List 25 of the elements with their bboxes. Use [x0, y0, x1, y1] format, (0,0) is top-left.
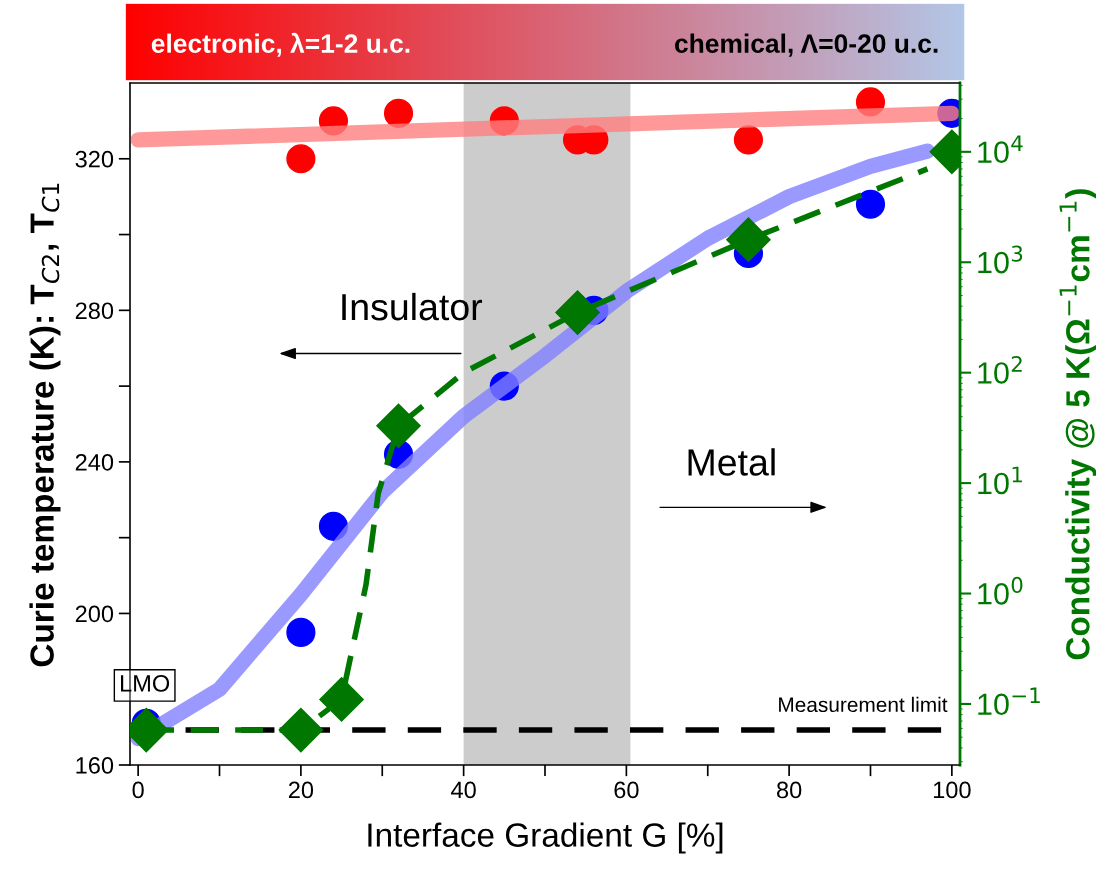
y2-tick-label: 10$^{3}$ — [978, 245, 1023, 274]
y2-tick-label: 10$^{4}$ — [978, 135, 1023, 163]
y-axis-title: Curie temperature (K): T$_{C2}$, T$_{C1}$ — [29, 183, 61, 667]
y2-axis-title: Conductivity @ 5 K(Ω$^{−1}$cm$^{−1}$) — [1059, 189, 1096, 660]
x-tick-label: 20 — [288, 781, 314, 799]
y-tick-label: 280 — [75, 302, 114, 320]
y2-tick-label: 10$^{2}$ — [978, 355, 1022, 384]
x-tick-label: 0 — [132, 781, 144, 799]
x-tick-label: 100 — [933, 781, 971, 799]
x-tick-label: 60 — [614, 781, 639, 799]
y2-tick-label: 10$^{−1}$ — [978, 687, 1040, 716]
y-tick-label: 240 — [75, 453, 114, 471]
y-tick-label: 320 — [75, 150, 114, 168]
x-tick-label: 80 — [777, 781, 802, 799]
text: electronic, λ=1-2 u.c. — [151, 32, 410, 57]
y-tick-label: 160 — [76, 757, 114, 774]
annotation: Insulator — [342, 292, 483, 321]
annotation: Metal — [688, 448, 775, 476]
x-axis-title: Interface Gradient G [%] — [368, 822, 723, 854]
y2-tick-label: 10$^{0}$ — [978, 576, 1023, 605]
ref-line-label: Measurement limit — [779, 696, 948, 713]
text: chemical, Λ=0-20 u.c. — [675, 33, 938, 57]
x-tick-label: 40 — [451, 781, 476, 799]
y2-tick-label: 10$^{1}$ — [978, 466, 1022, 495]
y-tick-label: 200 — [75, 605, 114, 623]
